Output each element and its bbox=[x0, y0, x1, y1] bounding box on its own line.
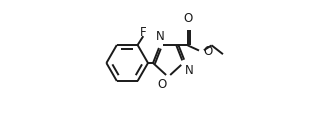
Text: O: O bbox=[158, 78, 167, 91]
Text: F: F bbox=[140, 26, 147, 39]
Text: N: N bbox=[155, 30, 164, 43]
Text: N: N bbox=[184, 64, 193, 77]
Text: O: O bbox=[183, 12, 192, 25]
Text: O: O bbox=[203, 45, 212, 58]
